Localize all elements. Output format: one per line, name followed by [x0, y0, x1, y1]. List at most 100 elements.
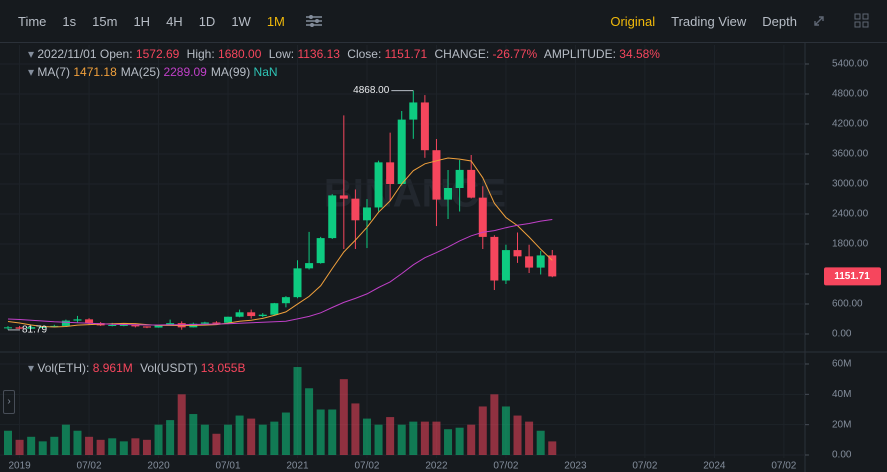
volume-info: ▾ Vol(ETH): 8.961M Vol(USDT) 13.055B: [28, 361, 246, 375]
interval-tab[interactable]: 1H: [133, 13, 151, 29]
candle-body: [154, 325, 163, 328]
info-value: 1136.13: [297, 47, 340, 61]
candle-body: [38, 326, 47, 328]
y-tick-label: 4800.00: [832, 89, 869, 100]
candle-body: [50, 325, 59, 327]
candle-body: [490, 236, 499, 281]
view-tab[interactable]: Depth: [762, 13, 797, 29]
candle-body: [200, 322, 209, 324]
info-date: 2022/11/01: [37, 47, 97, 61]
volume-quote-value: 13.055B: [200, 361, 246, 375]
info-value: -26.77%: [492, 47, 538, 61]
info-label: CHANGE:: [434, 47, 490, 61]
candle-body: [536, 255, 545, 268]
x-tick-label: 2019: [8, 461, 31, 472]
candle-body: [166, 323, 175, 326]
info-label: AMPLITUDE:: [543, 47, 616, 61]
candle-body: [501, 250, 510, 281]
candle-body: [328, 195, 337, 239]
candle-body: [513, 250, 522, 257]
ma-info: ▾ MA(7) 1471.18 MA(25) 2289.09 MA(99) NaN: [28, 65, 278, 79]
x-tick-label: 07/02: [354, 461, 379, 472]
interval-tab[interactable]: 4H: [166, 13, 183, 29]
volume-bar: [444, 429, 453, 455]
interval-tab[interactable]: 1M: [266, 13, 285, 29]
expand-button[interactable]: ›: [3, 390, 15, 414]
candle-body: [15, 327, 24, 329]
candle-body: [293, 268, 302, 298]
candle-body: [316, 238, 325, 264]
candle-body: [270, 303, 279, 315]
candle-body: [131, 324, 140, 327]
volume-bar: [212, 433, 221, 455]
volume-bar: [455, 427, 464, 455]
candle-body: [455, 169, 464, 188]
settings-icon[interactable]: [305, 14, 323, 28]
x-tick-label: 2021: [286, 461, 309, 472]
candle-body: [119, 324, 128, 326]
candle-body: [73, 319, 82, 321]
interval-tab[interactable]: 15m: [92, 13, 118, 29]
toolbar-icons[interactable]: [811, 13, 871, 29]
candle-body: [432, 150, 441, 200]
ma-value: NaN: [253, 65, 278, 79]
candle-body: [4, 327, 12, 329]
interval-tab[interactable]: Time: [18, 13, 47, 29]
candle-body: [467, 169, 476, 198]
volume-bar: [96, 439, 105, 455]
volume-bar: [189, 414, 198, 455]
volume-bar: [119, 441, 128, 455]
x-tick-label: 07/01: [216, 461, 241, 472]
volume-bar: [501, 406, 510, 455]
volume-bar: [154, 424, 163, 455]
volume-bar: [328, 409, 337, 455]
candle-body: [339, 195, 348, 199]
volume-bar: [131, 438, 140, 455]
volume-bar: [258, 424, 267, 455]
volume-bar: [200, 424, 209, 455]
volume-bar: [525, 421, 534, 455]
volume-bar: [548, 441, 557, 455]
volume-bar: [536, 430, 545, 455]
volume-bar: [38, 441, 47, 455]
interval-tab[interactable]: 1s: [62, 13, 77, 29]
interval-tab[interactable]: 1D: [198, 13, 216, 29]
x-tick-label: 2020: [147, 461, 170, 472]
candle-body: [235, 312, 244, 317]
candle-body: [548, 255, 557, 277]
x-tick-label: 07/02: [771, 461, 796, 472]
candle-body: [525, 256, 534, 268]
volume-bar: [339, 379, 348, 455]
candle-body: [258, 314, 267, 317]
interval-tab[interactable]: 1W: [231, 13, 251, 29]
info-value: 1151.71: [384, 47, 428, 61]
volume-bar: [490, 394, 499, 455]
volume-bar: [85, 436, 94, 455]
info-value: 34.58%: [619, 47, 660, 61]
candle-body: [212, 322, 221, 324]
volume-bar: [270, 421, 279, 455]
candle-body: [444, 188, 453, 200]
y-tick-label: 20M: [832, 419, 851, 430]
volume-bar: [142, 439, 151, 455]
view-tab[interactable]: Original: [610, 13, 656, 29]
candle-body: [108, 325, 117, 326]
x-tick-label: 2023: [564, 461, 587, 472]
min-label: 81.79: [22, 325, 47, 336]
volume-quote-label: Vol(USDT): [140, 361, 198, 375]
candle-body: [351, 198, 360, 221]
ma-name: MA(7): [37, 65, 71, 79]
candle-body: [478, 197, 487, 237]
y-tick-label: 40M: [832, 389, 851, 400]
y-tick-label: 60M: [832, 359, 851, 370]
info-label: High:: [186, 47, 215, 61]
info-value: 1572.69: [135, 47, 180, 61]
y-tick-label: 0.00: [832, 450, 852, 461]
candle-body: [374, 162, 383, 208]
last-price-label: 1151.71: [834, 271, 870, 282]
view-tab[interactable]: Trading View: [671, 13, 747, 29]
info-label: Low:: [268, 47, 295, 61]
ma-value: 1471.18: [73, 65, 117, 79]
volume-bar: [61, 424, 70, 455]
